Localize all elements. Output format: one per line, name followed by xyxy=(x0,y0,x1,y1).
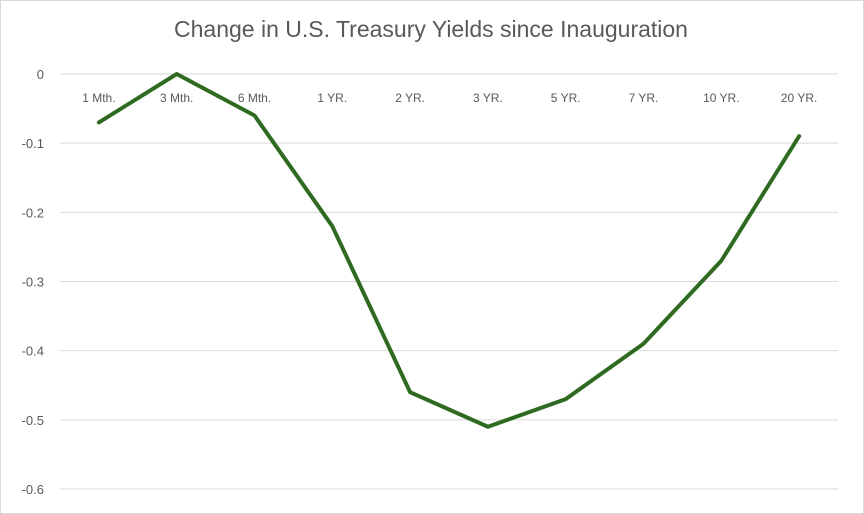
x-tick-label: 20 YR. xyxy=(781,91,817,105)
y-tick-label: -0.5 xyxy=(22,413,44,428)
y-tick-label: -0.3 xyxy=(22,275,44,290)
y-axis-tick-labels: 0 -0.1 -0.2 -0.3 -0.4 -0.5 -0.6 xyxy=(22,67,44,497)
y-tick-label: 0 xyxy=(37,67,44,82)
y-tick-label: -0.1 xyxy=(22,136,44,151)
x-tick-label: 1 Mth. xyxy=(82,91,115,105)
x-tick-label: 2 YR. xyxy=(395,91,425,105)
series-line xyxy=(96,72,802,429)
x-tick-label: 3 YR. xyxy=(473,91,503,105)
x-axis-tick-labels: 1 Mth. 3 Mth. 6 Mth. 1 YR. 2 YR. 3 YR. 5 YR. 7 … xyxy=(82,91,817,105)
y-tick-label: -0.2 xyxy=(22,205,44,220)
series-layer xyxy=(96,72,802,429)
x-tick-label: 5 YR. xyxy=(551,91,581,105)
gridlines xyxy=(60,73,838,490)
y-tick-label: -0.4 xyxy=(22,344,44,359)
y-tick-label: -0.6 xyxy=(22,482,44,497)
x-tick-label: 6 Mth. xyxy=(238,91,271,105)
x-tick-label: 3 Mth. xyxy=(160,91,193,105)
chart-title: Change in U.S. Treasury Yields since Ina… xyxy=(174,16,688,42)
x-tick-label: 1 YR. xyxy=(317,91,347,105)
x-tick-label: 7 YR. xyxy=(629,91,659,105)
x-tick-label: 10 YR. xyxy=(703,91,739,105)
